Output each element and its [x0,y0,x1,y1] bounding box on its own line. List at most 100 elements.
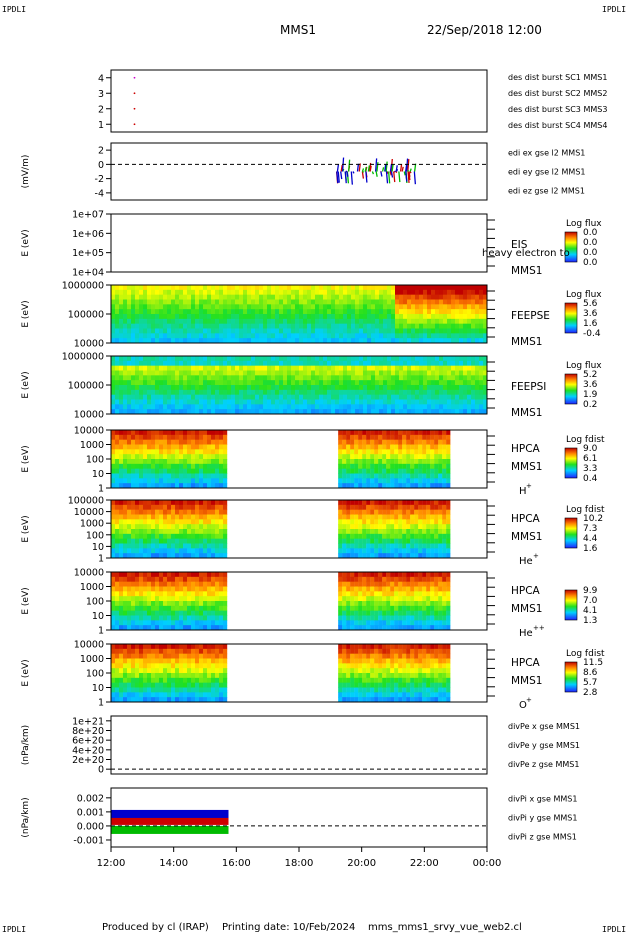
spectrogram-cell [123,648,128,655]
spectrogram-cell [371,409,376,415]
spectrogram-cell [139,454,144,460]
spectrogram-cell [187,394,192,400]
spectrogram-cell [430,500,435,506]
spectrogram-cell [187,682,192,688]
spectrogram-cell [187,299,192,305]
spectrogram-cell [323,404,328,410]
spectrogram-cell [374,500,379,506]
spectrogram-cell [463,385,468,391]
spectrogram-cell [406,543,411,549]
spectrogram-cell [195,615,200,621]
spectrogram-cell [135,504,140,511]
spectrogram-cell [471,309,476,315]
spectrogram-cell [335,338,340,344]
spectrogram-cell [203,449,208,455]
colorbar-tick: 5.6 [583,299,598,309]
spectrogram-cell [207,449,212,455]
spectrogram-cell [187,653,192,659]
spectrogram-cell [370,576,375,583]
spectrogram-cell [406,586,411,592]
spectrogram-cell [347,333,352,339]
spectrogram-cell [111,538,116,544]
spectrogram-cell [183,500,188,506]
spectrogram-cell [295,370,300,376]
spectrogram-cell [195,687,200,693]
spectrogram-cell [374,620,379,626]
spectrogram-cell [439,404,444,410]
spectrogram-cell [175,389,180,396]
spectrogram-cell [115,454,120,460]
spectrogram-cell [383,375,388,381]
spectrogram-cell [350,581,355,587]
spectrogram-cell [382,444,387,450]
spectrogram-cell [263,380,268,386]
spectrogram-cell [199,394,204,400]
spectrogram-cell [111,673,116,679]
spectrogram-cell [359,356,364,362]
spectrogram-cell [359,318,364,325]
spectrogram-cell [267,399,272,405]
spectrogram-cell [139,323,144,329]
spectrogram-cell [199,601,204,607]
spectrogram-cell [219,370,224,376]
spectrogram-cell [151,519,156,525]
spectrogram-cell [215,581,220,587]
spectrogram-cell [402,581,407,587]
spectrogram-cell [395,409,400,415]
spectrogram-cell [215,586,220,592]
spectrogram-cell [191,572,196,578]
spectrogram-cell [183,399,188,405]
spectrogram-cell [427,285,432,291]
spectrogram-cell [207,444,212,450]
spectrogram-cell [175,409,180,415]
spectrogram-cell [263,285,268,291]
spectrogram-cell [422,519,427,525]
spectrogram-cell [187,677,192,684]
spectrogram-cell [350,697,355,703]
spectrogram-cell [223,576,228,583]
spectrogram-cell [374,434,379,441]
spectrogram-cell [191,586,196,592]
spectrogram-cell [247,318,252,325]
spectrogram-cell [223,463,228,470]
spectrogram-cell [407,328,412,334]
spectrogram-cell [423,318,428,325]
spectrogram-cell [370,543,375,549]
ylabel: E (eV) [21,445,31,472]
colorbar-tick: 10.2 [583,514,603,524]
spectrogram-cell [155,389,160,396]
spectrogram-cell [211,586,216,592]
spectrogram-cell [338,615,343,621]
spectrogram-cell [215,596,220,602]
spectrogram-cell [215,449,220,455]
spectrogram-cell [415,356,420,362]
spectrogram-cell [419,318,424,325]
spectrogram-cell [115,385,120,391]
spectrogram-cell [167,581,172,587]
spectrogram-cell [374,473,379,479]
spectrogram-cell [131,333,136,339]
spectrogram-cell [191,454,196,460]
spectrogram-cell [155,677,160,684]
spectrogram-cell [327,289,332,296]
spectrogram-cell [259,365,264,371]
spectrogram-cell [383,318,388,325]
spectrogram-cell [167,596,172,602]
spectrogram-cell [211,454,216,460]
spectrogram-cell [451,385,456,391]
spectrogram-cell [199,677,204,684]
spectrogram-cell [179,370,184,376]
spectrogram-cell [414,548,419,554]
spectrogram-cell [139,430,144,436]
spectrogram-cell [207,524,212,530]
spectrogram-cell [187,663,192,669]
spectrogram-cell [406,610,411,616]
spectrogram-cell [127,449,132,455]
spectrogram-cell [271,385,276,391]
spectrogram-cell [167,399,172,405]
spectrogram-cell [123,385,128,391]
ytick-label: 2 [98,104,104,115]
spectrogram-cell [447,314,452,320]
spectrogram-cell [223,404,228,410]
spectrogram-cell [403,365,408,371]
